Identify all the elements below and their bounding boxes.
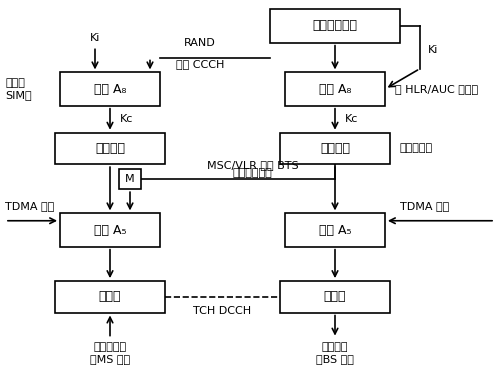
- FancyBboxPatch shape: [285, 213, 385, 247]
- Text: 解密数据
（BS 收）: 解密数据 （BS 收）: [316, 342, 354, 364]
- Text: TDMA 帧号: TDMA 帧号: [5, 201, 54, 211]
- FancyBboxPatch shape: [55, 133, 165, 164]
- Text: 算法 A₈: 算法 A₈: [319, 82, 351, 96]
- FancyBboxPatch shape: [280, 281, 390, 312]
- Text: MSC/VLR 通过 BTS: MSC/VLR 通过 BTS: [206, 160, 298, 170]
- Text: TDMA 帧号: TDMA 帧号: [400, 201, 449, 211]
- Text: 在基站进行: 在基站进行: [400, 144, 433, 153]
- Text: 通过 CCCH: 通过 CCCH: [176, 59, 224, 69]
- Text: Kc: Kc: [120, 114, 134, 124]
- FancyBboxPatch shape: [60, 213, 160, 247]
- Text: 算法 A₅: 算法 A₅: [94, 223, 126, 237]
- Text: 算法 A₅: 算法 A₅: [319, 223, 351, 237]
- Text: 存储密鑰: 存储密鑰: [95, 142, 125, 155]
- Text: Ki: Ki: [90, 33, 100, 43]
- FancyBboxPatch shape: [280, 133, 390, 164]
- Text: Ki: Ki: [428, 45, 438, 55]
- FancyBboxPatch shape: [55, 281, 165, 312]
- FancyBboxPatch shape: [119, 169, 142, 189]
- Text: 启动加密指令: 启动加密指令: [232, 168, 272, 178]
- Text: 模二加: 模二加: [324, 290, 346, 303]
- FancyBboxPatch shape: [270, 9, 400, 43]
- Text: 随机数发生器: 随机数发生器: [312, 19, 358, 33]
- Text: 未加密数据
（MS 发）: 未加密数据 （MS 发）: [90, 342, 130, 364]
- Text: 在 HLR/AUC 中进行: 在 HLR/AUC 中进行: [395, 84, 478, 94]
- Text: M: M: [125, 174, 135, 184]
- FancyBboxPatch shape: [285, 72, 385, 106]
- Text: 存储密鑰: 存储密鑰: [320, 142, 350, 155]
- Text: RAND: RAND: [184, 38, 216, 48]
- FancyBboxPatch shape: [60, 72, 160, 106]
- Text: 算法 A₈: 算法 A₈: [94, 82, 126, 96]
- Text: 模二加: 模二加: [99, 290, 121, 303]
- Text: TCH DCCH: TCH DCCH: [194, 306, 252, 316]
- Text: Kc: Kc: [345, 114, 358, 124]
- Text: 用户侧
SIM卡: 用户侧 SIM卡: [5, 78, 32, 100]
